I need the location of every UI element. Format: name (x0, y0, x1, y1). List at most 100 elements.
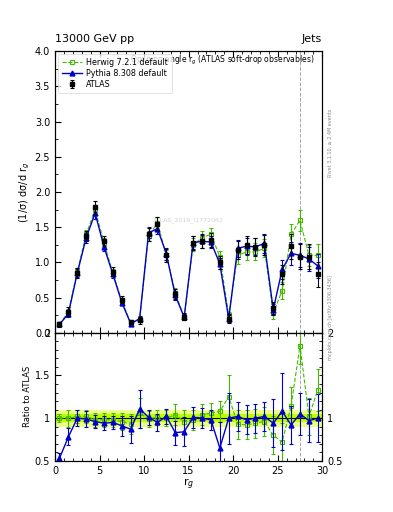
Bar (233, 414, 242, 422)
Pythia 8.308 default (119, 300, 124, 306)
Bar (73, 410, 82, 426)
Herwig 7.2.1 default (316, 252, 320, 259)
Bar (91, 410, 99, 426)
Bar (108, 410, 118, 426)
Herwig 7.2.1 default (217, 254, 222, 260)
Bar (251, 410, 260, 426)
Pythia 8.308 default (182, 314, 187, 321)
Bar (108, 414, 118, 422)
Bar (313, 414, 322, 422)
Bar (135, 414, 144, 422)
Herwig 7.2.1 default (146, 232, 151, 239)
Pythia 8.308 default (129, 321, 133, 327)
Text: Opening angle r$_g$ (ATLAS soft-drop observables): Opening angle r$_g$ (ATLAS soft-drop obs… (130, 54, 314, 67)
Herwig 7.2.1 default (200, 234, 204, 241)
Pythia 8.308 default (93, 210, 97, 216)
Pythia 8.308 default (244, 243, 249, 249)
Pythia 8.308 default (57, 322, 62, 328)
Pythia 8.308 default (155, 225, 160, 231)
Bar (260, 410, 269, 426)
Bar (198, 414, 206, 422)
Bar (305, 414, 313, 422)
Bar (135, 410, 144, 426)
Pythia 8.308 default (209, 239, 213, 245)
Bar (206, 414, 215, 422)
Bar (99, 414, 108, 422)
Herwig 7.2.1 default (102, 240, 107, 246)
Bar (180, 410, 189, 426)
Herwig 7.2.1 default (280, 288, 285, 294)
Herwig 7.2.1 default (164, 252, 169, 259)
Bar (296, 414, 305, 422)
Text: Jets: Jets (302, 33, 322, 44)
Pythia 8.308 default (271, 307, 275, 313)
Pythia 8.308 default (75, 270, 80, 276)
Bar (73, 414, 82, 422)
Herwig 7.2.1 default (298, 217, 302, 223)
Text: Rivet 3.1.10, ≥ 2.4M events: Rivet 3.1.10, ≥ 2.4M events (328, 109, 333, 178)
Bar (242, 414, 251, 422)
Bar (189, 414, 198, 422)
Herwig 7.2.1 default (235, 252, 240, 259)
Pythia 8.308 default (307, 256, 311, 262)
Bar (91, 414, 99, 422)
Bar (296, 410, 305, 426)
Pythia 8.308 default (164, 251, 169, 257)
Herwig 7.2.1 default (57, 322, 62, 328)
Bar (118, 410, 126, 426)
Herwig 7.2.1 default (262, 245, 267, 251)
Pythia 8.308 default (173, 292, 178, 298)
Bar (64, 414, 73, 422)
Y-axis label: (1/σ) dσ/d r$_g$: (1/σ) dσ/d r$_g$ (17, 161, 32, 223)
Line: Herwig 7.2.1 default: Herwig 7.2.1 default (57, 207, 320, 327)
Bar (278, 410, 286, 426)
Bar (286, 414, 296, 422)
Bar (171, 410, 180, 426)
Bar (126, 414, 135, 422)
Bar (251, 414, 260, 422)
Herwig 7.2.1 default (119, 298, 124, 304)
Bar (269, 410, 278, 426)
Pythia 8.308 default (280, 266, 285, 272)
Pythia 8.308 default (262, 240, 267, 246)
Bar (55, 410, 64, 426)
Bar (82, 410, 91, 426)
Herwig 7.2.1 default (289, 231, 294, 238)
Bar (171, 414, 180, 422)
Pythia 8.308 default (110, 271, 115, 278)
Pythia 8.308 default (298, 252, 302, 259)
Legend: Herwig 7.2.1 default, Pythia 8.308 default, ATLAS: Herwig 7.2.1 default, Pythia 8.308 defau… (58, 54, 172, 93)
Bar (162, 414, 171, 422)
Bar (126, 410, 135, 426)
Bar (242, 410, 251, 426)
Pythia 8.308 default (146, 230, 151, 236)
Pythia 8.308 default (226, 315, 231, 322)
Herwig 7.2.1 default (84, 231, 88, 238)
Herwig 7.2.1 default (253, 249, 258, 255)
Herwig 7.2.1 default (209, 231, 213, 238)
X-axis label: r$_g$: r$_g$ (183, 477, 194, 493)
Text: ATLAS_2019_I1772062: ATLAS_2019_I1772062 (153, 217, 224, 223)
Bar (313, 410, 322, 426)
Herwig 7.2.1 default (226, 312, 231, 318)
Herwig 7.2.1 default (66, 309, 71, 315)
Text: mcplots.cern.ch [arXiv:1306.3436]: mcplots.cern.ch [arXiv:1306.3436] (328, 275, 333, 360)
Line: Pythia 8.308 default: Pythia 8.308 default (57, 211, 320, 327)
Bar (206, 410, 215, 426)
Herwig 7.2.1 default (271, 310, 275, 316)
Pythia 8.308 default (316, 263, 320, 269)
Herwig 7.2.1 default (244, 249, 249, 255)
Herwig 7.2.1 default (155, 220, 160, 226)
Bar (180, 414, 189, 422)
Herwig 7.2.1 default (93, 206, 97, 212)
Pythia 8.308 default (217, 261, 222, 267)
Herwig 7.2.1 default (75, 268, 80, 274)
Bar (198, 410, 206, 426)
Bar (286, 410, 296, 426)
Pythia 8.308 default (235, 245, 240, 251)
Herwig 7.2.1 default (307, 252, 311, 259)
Bar (118, 414, 126, 422)
Y-axis label: Ratio to ATLAS: Ratio to ATLAS (23, 366, 32, 428)
Herwig 7.2.1 default (182, 314, 187, 321)
Herwig 7.2.1 default (137, 316, 142, 323)
